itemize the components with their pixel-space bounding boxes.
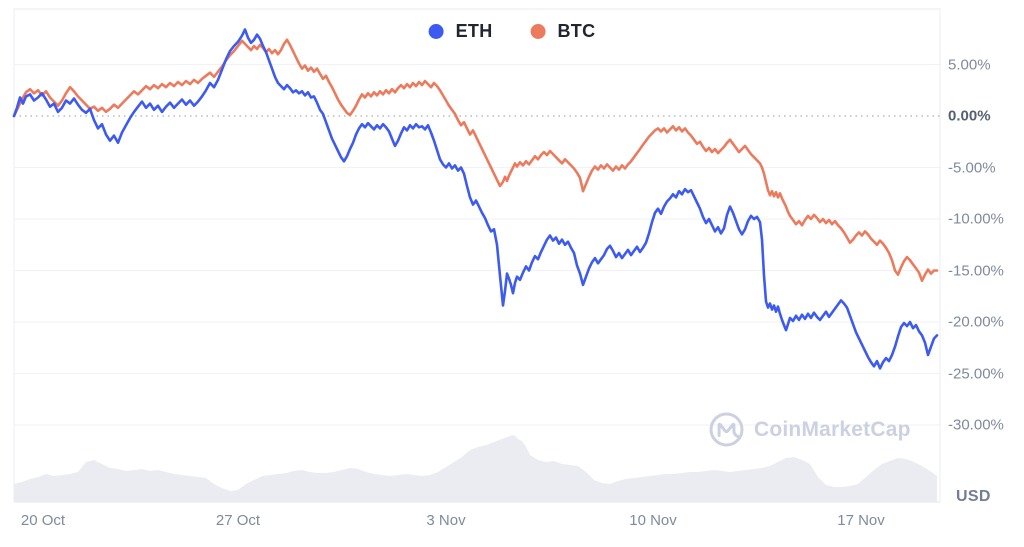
y-axis-label: -30.00% — [948, 416, 1004, 434]
y-axis-label: -5.00% — [948, 159, 996, 176]
currency-label: USD — [956, 488, 991, 505]
legend-label: ETH — [455, 21, 493, 41]
legend-label: BTC — [557, 21, 596, 41]
chart-plot-area[interactable] — [14, 9, 940, 502]
legend-item-eth[interactable]: ETH — [428, 21, 493, 42]
legend-item-btc[interactable]: BTC — [530, 21, 596, 42]
x-axis-label: 17 Nov — [837, 512, 885, 529]
x-axis-label: 10 Nov — [629, 512, 677, 529]
volume-area — [14, 435, 937, 502]
eth-line — [12, 28, 939, 370]
btc-line — [12, 38, 939, 283]
y-axis-label: -20.00% — [948, 313, 1004, 331]
y-axis-label: -15.00% — [948, 262, 1004, 279]
y-axis-label: -10.00% — [948, 210, 1004, 228]
x-axis-label: 20 Oct — [20, 512, 66, 529]
plot-border — [13, 8, 941, 502]
btc-legend-dot-icon — [530, 24, 546, 39]
eth-legend-dot-icon — [428, 24, 444, 39]
x-axis-label: 3 Nov — [426, 512, 466, 529]
y-axis-label: -25.00% — [948, 365, 1004, 382]
y-axis-label: 0.00% — [948, 107, 991, 125]
x-axis-label: 27 Oct — [215, 512, 261, 529]
chart-legend: ETH BTC — [428, 21, 596, 42]
y-axis-label: 5.00% — [948, 56, 991, 73]
